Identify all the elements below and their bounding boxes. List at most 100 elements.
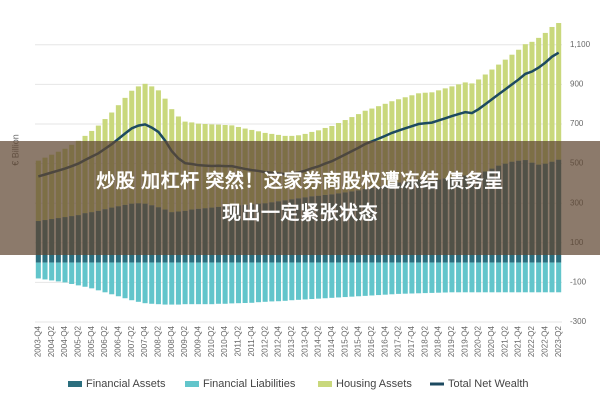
bar bbox=[422, 92, 428, 180]
x-tick-label: 2003-Q4 bbox=[33, 325, 42, 357]
x-tick-label: 2011-Q2 bbox=[234, 325, 243, 356]
bar bbox=[456, 84, 462, 177]
bar bbox=[522, 262, 528, 293]
x-tick-label: 2007-Q2 bbox=[127, 325, 136, 357]
x-tick-label: 2007-Q4 bbox=[140, 325, 149, 357]
bar bbox=[529, 41, 535, 163]
legend-label: Housing Assets bbox=[336, 378, 412, 390]
bar bbox=[282, 262, 288, 301]
bar bbox=[155, 262, 161, 305]
x-tick-label: 2017-Q4 bbox=[407, 325, 416, 357]
bar bbox=[142, 262, 148, 304]
x-tick-label: 2010-Q2 bbox=[207, 325, 216, 357]
bar bbox=[135, 262, 141, 302]
bar bbox=[502, 262, 508, 293]
bar bbox=[315, 262, 322, 299]
x-tick-label: 2006-Q2 bbox=[100, 325, 109, 357]
bar bbox=[249, 262, 255, 303]
bar bbox=[422, 262, 428, 294]
bar bbox=[549, 262, 555, 293]
bar bbox=[436, 90, 442, 180]
bar bbox=[89, 262, 95, 289]
bar bbox=[169, 262, 175, 305]
x-tick-label: 2020-Q2 bbox=[474, 325, 483, 357]
bar bbox=[49, 262, 55, 281]
bar bbox=[509, 262, 515, 293]
x-tick-label: 2022-Q2 bbox=[527, 325, 536, 357]
bar bbox=[242, 262, 248, 303]
legend: Financial Assets Financial Liabilities Hou… bbox=[68, 378, 529, 390]
bar bbox=[436, 262, 442, 293]
legend-swatch bbox=[68, 381, 82, 387]
x-tick-label: 2023-Q2 bbox=[554, 325, 563, 357]
bar bbox=[349, 262, 355, 297]
bar bbox=[449, 86, 455, 178]
bar bbox=[262, 262, 268, 302]
bar bbox=[516, 262, 522, 293]
bar bbox=[476, 79, 482, 175]
bar bbox=[269, 262, 275, 302]
bar bbox=[542, 262, 548, 293]
x-tick-label: 2012-Q4 bbox=[274, 325, 283, 357]
bar bbox=[409, 262, 415, 294]
bar bbox=[109, 262, 115, 295]
bar bbox=[389, 262, 395, 295]
banner-line: 现出一定紧张状态 bbox=[221, 203, 378, 224]
x-tick-label: 2005-Q2 bbox=[73, 325, 82, 357]
bar bbox=[442, 88, 448, 179]
bar bbox=[462, 82, 468, 176]
bar bbox=[322, 262, 328, 299]
x-tick-label: 2015-Q4 bbox=[354, 325, 363, 357]
bar bbox=[42, 262, 48, 280]
x-tick-label: 2015-Q2 bbox=[340, 325, 349, 357]
x-tick-label: 2009-Q2 bbox=[180, 325, 189, 357]
bar bbox=[235, 262, 241, 304]
bar bbox=[482, 74, 488, 172]
x-tick-label: 2004-Q4 bbox=[60, 325, 69, 357]
bar bbox=[429, 92, 435, 181]
bar bbox=[409, 95, 415, 181]
legend-label: Financial Liabilities bbox=[203, 378, 296, 390]
bar bbox=[175, 262, 181, 305]
bar bbox=[509, 54, 515, 162]
bar bbox=[115, 262, 121, 297]
x-tick-label: 2008-Q2 bbox=[154, 325, 163, 357]
x-tick-label: 2014-Q2 bbox=[314, 325, 323, 357]
bar bbox=[556, 262, 562, 293]
x-tick-label: 2006-Q4 bbox=[113, 325, 122, 357]
x-tick-label: 2012-Q2 bbox=[260, 325, 269, 357]
legend-label: Total Net Wealth bbox=[448, 378, 529, 390]
y-tick-label: 1,100 bbox=[570, 40, 591, 49]
bar bbox=[195, 262, 201, 305]
x-tick-label: 2019-Q2 bbox=[447, 325, 456, 357]
bar bbox=[209, 262, 215, 305]
bar bbox=[529, 262, 535, 293]
bar bbox=[69, 262, 75, 284]
bar bbox=[82, 262, 88, 287]
bar bbox=[162, 262, 168, 305]
bar bbox=[482, 262, 488, 293]
x-tick-label: 2022-Q4 bbox=[540, 325, 549, 357]
x-tick-label: 2011-Q4 bbox=[247, 325, 256, 356]
bar bbox=[456, 262, 462, 293]
x-tick-label: 2013-Q2 bbox=[287, 325, 296, 357]
x-tick-label: 2009-Q4 bbox=[194, 325, 203, 357]
bar bbox=[182, 262, 188, 305]
bar bbox=[102, 262, 108, 293]
bar bbox=[215, 262, 221, 304]
x-tick-label: 2005-Q4 bbox=[87, 325, 96, 357]
legend-label: Financial Assets bbox=[86, 378, 166, 390]
bar bbox=[476, 262, 482, 293]
bar bbox=[295, 262, 302, 300]
banner: 炒股 加杠杆 突然！这家券商股权遭冻结 债务呈 现出一定紧张状态 bbox=[0, 141, 600, 255]
x-tick-label: 2014-Q4 bbox=[327, 325, 336, 357]
bar bbox=[189, 262, 195, 305]
bar bbox=[356, 262, 362, 297]
bar bbox=[376, 262, 382, 296]
bar bbox=[462, 262, 468, 293]
legend-swatch bbox=[185, 381, 199, 387]
bar bbox=[75, 262, 81, 286]
bar bbox=[442, 262, 448, 293]
bar bbox=[202, 262, 208, 305]
